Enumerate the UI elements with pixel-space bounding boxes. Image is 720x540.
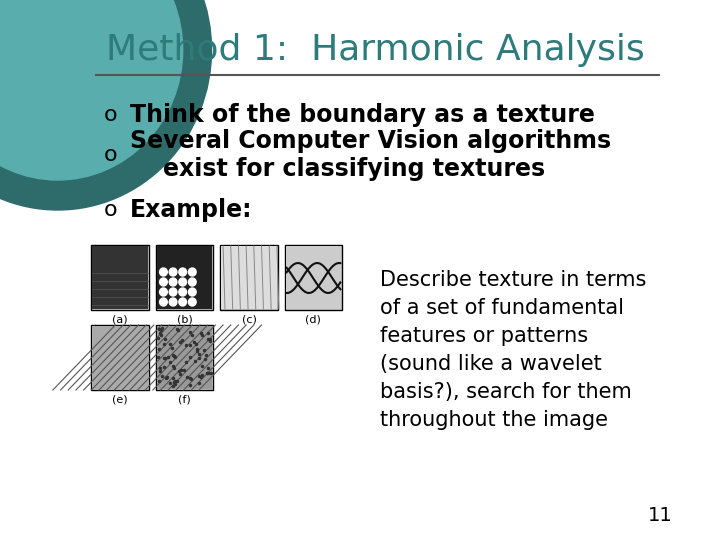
Text: (f): (f) [179,395,191,405]
Bar [92,326,148,389]
Circle shape [169,278,177,286]
Bar [157,246,212,309]
Text: Example:: Example: [130,198,252,222]
Text: (d): (d) [305,315,321,325]
Circle shape [0,0,212,210]
Bar [286,246,341,309]
Text: (c): (c) [242,315,256,325]
Circle shape [169,268,177,276]
Bar [220,245,278,310]
Circle shape [160,268,167,276]
Circle shape [189,298,196,306]
Circle shape [179,298,186,306]
Circle shape [160,278,167,286]
Bar [91,325,149,390]
Circle shape [179,278,186,286]
Bar [221,246,277,309]
Bar [284,245,342,310]
Circle shape [189,278,196,286]
Text: Method 1:  Harmonic Analysis: Method 1: Harmonic Analysis [106,33,644,67]
Text: o: o [104,145,117,165]
Text: Describe texture in terms
of a set of fundamental
features or patterns
(sound li: Describe texture in terms of a set of fu… [379,270,646,430]
Text: Think of the boundary as a texture: Think of the boundary as a texture [130,103,595,127]
Bar [92,246,148,309]
Text: Several Computer Vision algorithms
    exist for classifying textures: Several Computer Vision algorithms exist… [130,129,611,181]
Text: (b): (b) [176,315,192,325]
Text: (e): (e) [112,395,128,405]
Circle shape [189,268,196,276]
Text: 11: 11 [648,506,673,525]
Text: o: o [104,200,117,220]
Circle shape [169,298,177,306]
Circle shape [179,288,186,296]
Bar [157,326,212,389]
Text: o: o [104,105,117,125]
Circle shape [179,268,186,276]
Bar [91,245,149,310]
Circle shape [160,288,167,296]
Circle shape [169,288,177,296]
Bar [156,325,213,390]
Circle shape [0,0,183,180]
Text: (a): (a) [112,315,128,325]
Circle shape [160,298,167,306]
Circle shape [189,288,196,296]
Bar [156,245,213,310]
